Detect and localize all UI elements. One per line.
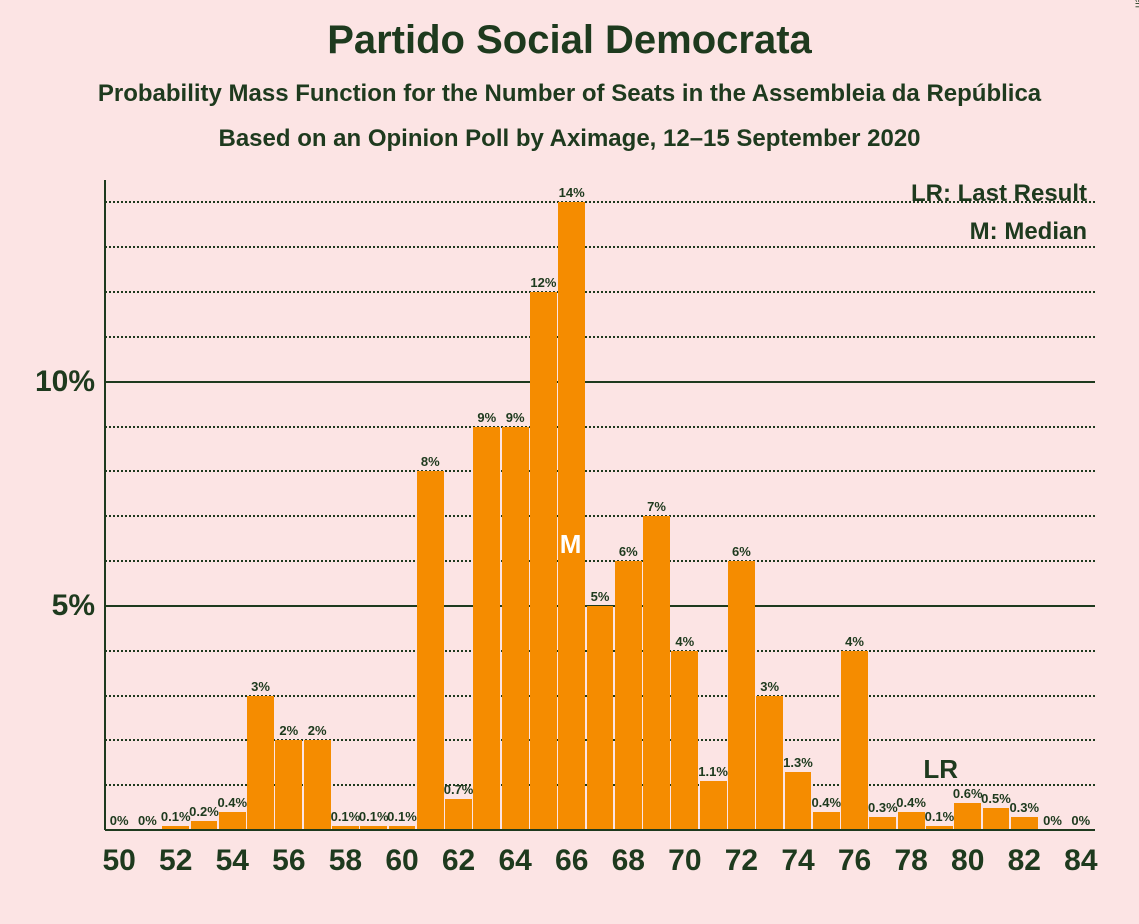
bar: 0.4% <box>219 812 246 830</box>
bar-value-label: 9% <box>477 410 496 425</box>
x-axis-label: 78 <box>894 844 927 878</box>
bar: 0.4% <box>898 812 925 830</box>
y-axis-label: 5% <box>52 589 95 623</box>
bar-value-label: 0.1% <box>359 809 389 824</box>
bar-value-label: 14% <box>559 185 585 200</box>
x-axis-label: 84 <box>1064 844 1097 878</box>
bar-value-label: 0% <box>1043 813 1062 828</box>
bar: 9% <box>502 427 529 830</box>
bar: 0.3% <box>869 817 896 830</box>
grid-minor <box>105 515 1095 517</box>
x-axis-label: 80 <box>951 844 984 878</box>
bar-value-label: 0.4% <box>811 795 841 810</box>
bar: 6% <box>615 561 642 830</box>
bar: 4% <box>671 651 698 830</box>
x-axis-label: 64 <box>498 844 531 878</box>
chart-subtitle-2: Based on an Opinion Poll by Aximage, 12–… <box>0 125 1139 153</box>
x-axis-label: 66 <box>555 844 588 878</box>
bar: 9% <box>473 427 500 830</box>
bar: 2% <box>304 740 331 830</box>
grid-minor <box>105 291 1095 293</box>
bar-value-label: 4% <box>845 634 864 649</box>
bar-value-label: 6% <box>732 544 751 559</box>
grid-major <box>105 381 1095 383</box>
grid-minor <box>105 470 1095 472</box>
bar-value-label: 2% <box>308 723 327 738</box>
bar: 0.5% <box>983 808 1010 830</box>
bar-value-label: 0.6% <box>953 786 983 801</box>
bar: 0.3% <box>1011 817 1038 830</box>
bar: 2% <box>275 740 302 830</box>
bar: 14% <box>558 202 585 830</box>
plot-area: 5%10%0%0%0.1%0.2%0.4%3%2%2%0.1%0.1%0.1%8… <box>105 180 1095 830</box>
chart-title: Partido Social Democrata <box>0 18 1139 63</box>
grid-minor <box>105 560 1095 562</box>
bar-value-label: 0.7% <box>444 782 474 797</box>
bar-value-label: 4% <box>675 634 694 649</box>
y-axis <box>104 180 106 830</box>
bar-value-label: 0.1% <box>387 809 417 824</box>
bar-value-label: 0.3% <box>1009 800 1039 815</box>
x-axis-label: 70 <box>668 844 701 878</box>
bar-value-label: 0.1% <box>331 809 361 824</box>
x-axis-label: 52 <box>159 844 192 878</box>
bar-value-label: 1.3% <box>783 755 813 770</box>
bar: 7% <box>643 516 670 830</box>
bar-value-label: 0.1% <box>161 809 191 824</box>
bar-value-label: 0.4% <box>896 795 926 810</box>
bar: 4% <box>841 651 868 830</box>
x-axis-label: 76 <box>838 844 871 878</box>
bar-value-label: 2% <box>279 723 298 738</box>
grid-minor <box>105 201 1095 203</box>
bar: 1.3% <box>785 772 812 830</box>
x-axis-label: 56 <box>272 844 305 878</box>
grid-minor <box>105 246 1095 248</box>
bar-value-label: 0% <box>138 813 157 828</box>
bar-value-label: 0% <box>110 813 129 828</box>
bar: 1.1% <box>700 781 727 830</box>
x-axis-label: 74 <box>781 844 814 878</box>
bar-value-label: 7% <box>647 499 666 514</box>
copyright-text: © 2021 Filip van Laenen <box>1133 0 1139 8</box>
bar: 5% <box>587 606 614 830</box>
bar-value-label: 1.1% <box>698 764 728 779</box>
bar-value-label: 6% <box>619 544 638 559</box>
bar: 12% <box>530 292 557 830</box>
bar: 8% <box>417 471 444 830</box>
bar-value-label: 0.3% <box>868 800 898 815</box>
bar-value-label: 3% <box>760 679 779 694</box>
bar-value-label: 0% <box>1071 813 1090 828</box>
bar-value-label: 3% <box>251 679 270 694</box>
bar-value-label: 0.2% <box>189 804 219 819</box>
bar: 0.4% <box>813 812 840 830</box>
y-axis-label: 10% <box>35 365 95 399</box>
x-axis-label: 50 <box>102 844 135 878</box>
bar: 3% <box>247 696 274 830</box>
x-axis-label: 54 <box>216 844 249 878</box>
chart-subtitle-1: Probability Mass Function for the Number… <box>0 80 1139 108</box>
bar-value-label: 0.1% <box>925 809 955 824</box>
last-result-marker: LR <box>923 754 958 785</box>
bar-value-label: 0.5% <box>981 791 1011 806</box>
bar-value-label: 0.4% <box>217 795 247 810</box>
bar-value-label: 12% <box>530 275 556 290</box>
bar: 3% <box>756 696 783 830</box>
x-axis <box>105 829 1095 831</box>
x-axis-label: 60 <box>385 844 418 878</box>
bar: 6% <box>728 561 755 830</box>
bar-value-label: 5% <box>591 589 610 604</box>
x-axis-label: 72 <box>725 844 758 878</box>
x-axis-label: 62 <box>442 844 475 878</box>
x-axis-label: 82 <box>1008 844 1041 878</box>
grid-minor <box>105 426 1095 428</box>
grid-minor <box>105 336 1095 338</box>
x-axis-label: 58 <box>329 844 362 878</box>
bar-value-label: 8% <box>421 454 440 469</box>
x-axis-label: 68 <box>612 844 645 878</box>
bar-value-label: 9% <box>506 410 525 425</box>
chart-canvas: { "title": { "text": "Partido Social Dem… <box>0 0 1139 924</box>
bar: 0.7% <box>445 799 472 830</box>
bar: 0.6% <box>954 803 981 830</box>
